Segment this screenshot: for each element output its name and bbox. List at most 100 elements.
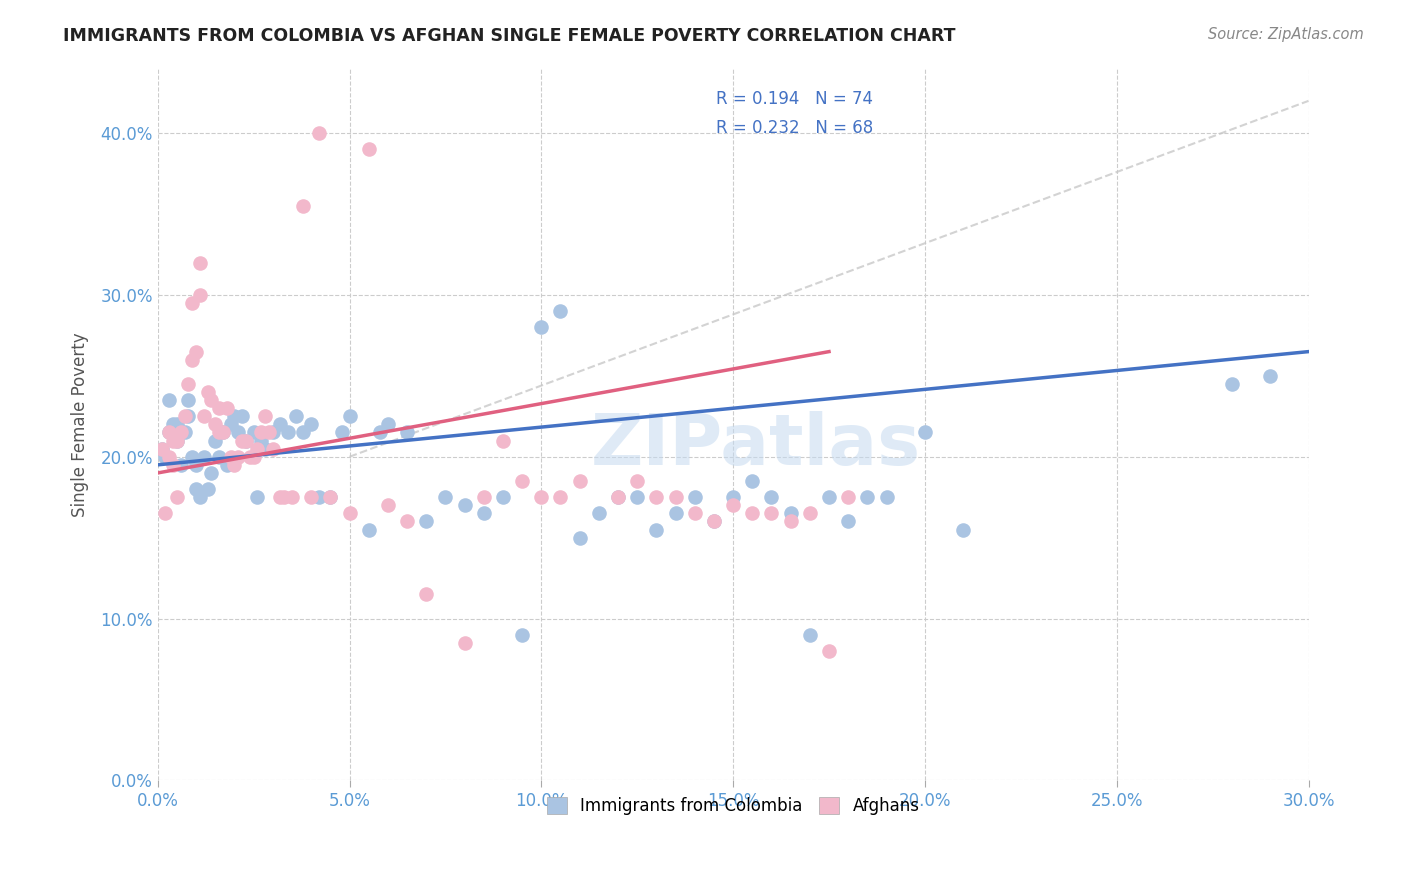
Point xyxy=(177,409,200,424)
Point xyxy=(377,498,399,512)
Point xyxy=(550,490,572,504)
Point xyxy=(181,352,204,367)
Point xyxy=(339,409,361,424)
Point xyxy=(818,490,841,504)
Point xyxy=(761,490,783,504)
Text: R = 0.194   N = 74: R = 0.194 N = 74 xyxy=(716,90,873,108)
Point xyxy=(492,434,515,448)
Point xyxy=(246,442,269,456)
Point xyxy=(368,425,391,440)
Point xyxy=(166,417,188,432)
Point xyxy=(150,442,173,456)
Point xyxy=(472,490,495,504)
Point xyxy=(434,490,457,504)
Point xyxy=(453,636,475,650)
Point xyxy=(219,450,242,464)
Point xyxy=(607,490,630,504)
Point xyxy=(200,466,222,480)
Point xyxy=(242,425,264,440)
Text: R = 0.232   N = 68: R = 0.232 N = 68 xyxy=(716,119,873,136)
Point xyxy=(299,417,322,432)
Point xyxy=(626,490,648,504)
Point xyxy=(215,458,238,472)
Point xyxy=(492,490,515,504)
Point xyxy=(193,409,215,424)
Point xyxy=(181,450,204,464)
Point xyxy=(741,474,763,488)
Point xyxy=(150,442,173,456)
Point xyxy=(308,490,330,504)
Point xyxy=(254,442,277,456)
Point xyxy=(157,450,180,464)
Point xyxy=(1258,368,1281,383)
Point xyxy=(799,507,821,521)
Point xyxy=(155,450,177,464)
Point xyxy=(292,199,315,213)
Point xyxy=(262,442,284,456)
Point xyxy=(184,482,207,496)
Point xyxy=(155,507,177,521)
Point xyxy=(166,434,188,448)
Point xyxy=(330,425,353,440)
Point xyxy=(721,498,744,512)
Text: IMMIGRANTS FROM COLOMBIA VS AFGHAN SINGLE FEMALE POVERTY CORRELATION CHART: IMMIGRANTS FROM COLOMBIA VS AFGHAN SINGL… xyxy=(63,27,956,45)
Point xyxy=(157,425,180,440)
Point xyxy=(177,393,200,408)
Text: Source: ZipAtlas.com: Source: ZipAtlas.com xyxy=(1208,27,1364,42)
Point xyxy=(262,425,284,440)
Point xyxy=(588,507,610,521)
Point xyxy=(703,515,725,529)
Point xyxy=(645,523,668,537)
Point xyxy=(876,490,898,504)
Point xyxy=(197,482,219,496)
Point xyxy=(741,507,763,521)
Y-axis label: Single Female Poverty: Single Female Poverty xyxy=(72,332,89,516)
Point xyxy=(721,490,744,504)
Point xyxy=(181,296,204,310)
Point xyxy=(377,417,399,432)
Point xyxy=(250,434,273,448)
Point xyxy=(837,490,859,504)
Point xyxy=(224,409,246,424)
Point xyxy=(299,490,322,504)
Point xyxy=(319,490,342,504)
Point xyxy=(157,393,180,408)
Point xyxy=(166,434,188,448)
Point xyxy=(219,417,242,432)
Point xyxy=(208,425,231,440)
Point xyxy=(208,450,231,464)
Point xyxy=(415,515,437,529)
Point xyxy=(162,434,184,448)
Point xyxy=(242,450,264,464)
Point xyxy=(357,142,380,156)
Point xyxy=(246,490,269,504)
Point xyxy=(837,515,859,529)
Point xyxy=(235,434,257,448)
Point xyxy=(308,126,330,140)
Point xyxy=(799,628,821,642)
Point xyxy=(212,425,235,440)
Point xyxy=(818,644,841,658)
Point xyxy=(396,425,419,440)
Point xyxy=(166,490,188,504)
Point xyxy=(292,425,315,440)
Point xyxy=(952,523,974,537)
Point xyxy=(162,458,184,472)
Point xyxy=(173,425,195,440)
Point xyxy=(530,490,553,504)
Point xyxy=(284,409,307,424)
Point xyxy=(779,507,801,521)
Point xyxy=(273,490,295,504)
Point xyxy=(250,425,273,440)
Point xyxy=(683,507,706,521)
Point xyxy=(257,425,280,440)
Point xyxy=(664,490,686,504)
Point xyxy=(162,417,184,432)
Point xyxy=(269,490,291,504)
Point xyxy=(239,450,262,464)
Point xyxy=(157,425,180,440)
Point xyxy=(269,417,291,432)
Point xyxy=(530,320,553,334)
Point xyxy=(645,490,668,504)
Point xyxy=(188,255,211,269)
